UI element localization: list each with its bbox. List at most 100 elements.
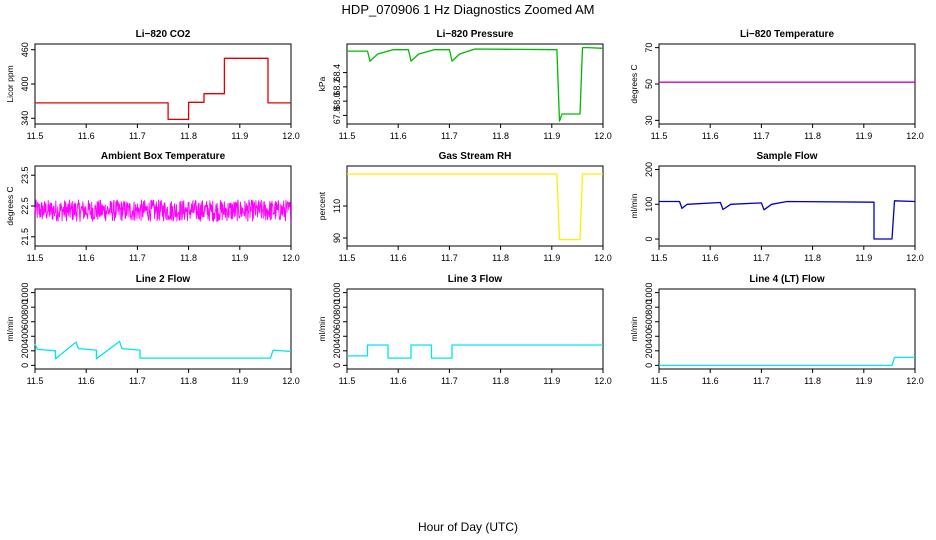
- x-tick-label: 11.8: [804, 253, 821, 263]
- y-tick-label: 0: [20, 363, 30, 368]
- x-tick-label: 11.9: [231, 253, 248, 263]
- y-tick-label: 200: [644, 343, 654, 358]
- x-tick-label: 11.5: [651, 131, 668, 141]
- x-tick-label: 12.0: [282, 131, 300, 141]
- x-tick-label: 12.0: [906, 131, 924, 141]
- y-tick-label: 1000: [332, 283, 342, 303]
- panel-1: Li−820 CO2 11.5 11.6 11.7 11.8 11.9 12.0 340 400…: [5, 29, 300, 141]
- x-tick-label: 11.7: [129, 131, 146, 141]
- y-tick-label: 400: [20, 329, 30, 344]
- x-tick-label: 11.9: [231, 131, 248, 141]
- y-tick-label: 23.5: [20, 166, 30, 184]
- plot-frame: [346, 165, 604, 247]
- panel-6: Sample Flow 11.5 11.6 11.7 11.8 11.9 12.0 0 100 2…: [629, 151, 924, 263]
- panel-title: Ambient Box Temperature: [101, 151, 226, 162]
- panel-title: Li−820 CO2: [136, 29, 191, 40]
- x-tick-label: 12.0: [594, 131, 612, 141]
- y-axis-label: ml/min: [5, 316, 15, 341]
- y-axis-label: degrees C: [629, 64, 639, 103]
- x-tick-label: 12.0: [594, 376, 612, 386]
- x-tick-label: 12.0: [282, 376, 300, 386]
- panel-title: Sample Flow: [756, 151, 817, 162]
- panel-title: Li−820 Temperature: [740, 29, 834, 40]
- y-tick-label: 200: [20, 343, 30, 358]
- x-tick-label: 11.7: [441, 376, 458, 386]
- x-tick-label: 11.6: [390, 376, 407, 386]
- x-tick-label: 11.6: [78, 253, 95, 263]
- x-tick-label: 11.6: [702, 376, 719, 386]
- panel-title: Line 4 (LT) Flow: [749, 274, 825, 285]
- y-tick-label: 70: [644, 43, 654, 53]
- y-tick-label: 800: [20, 300, 30, 315]
- x-tick-label: 11.6: [78, 376, 95, 386]
- y-tick-label: 0: [644, 363, 654, 368]
- x-tick-label: 11.6: [702, 131, 719, 141]
- x-tick-label: 11.8: [804, 376, 821, 386]
- x-tick-label: 11.9: [855, 376, 872, 386]
- y-tick-label: 600: [644, 314, 654, 329]
- x-tick-label: 11.6: [390, 131, 407, 141]
- y-tick-label: 22.5: [20, 197, 30, 215]
- x-tick-label: 11.9: [543, 376, 560, 386]
- panel-4: Ambient Box Temperature 11.5 11.6 11.7 11.8 1…: [5, 151, 300, 263]
- x-tick-label: 12.0: [906, 253, 924, 263]
- x-tick-label: 11.9: [231, 376, 248, 386]
- y-tick-label: 110: [332, 199, 342, 213]
- x-tick-label: 11.7: [441, 253, 458, 263]
- x-tick-label: 11.6: [78, 131, 95, 141]
- x-tick-label: 11.7: [753, 376, 770, 386]
- x-tick-label: 11.6: [702, 253, 719, 263]
- x-tick-label: 11.5: [27, 131, 44, 141]
- y-axis-label: percent: [317, 191, 327, 220]
- x-tick-label: 11.9: [855, 253, 872, 263]
- panel-title: Li−820 Pressure: [437, 29, 514, 40]
- x-tick-label: 11.5: [339, 376, 356, 386]
- y-tick-label: 68.2: [332, 78, 342, 96]
- panel-title: Line 2 Flow: [136, 274, 191, 285]
- x-tick-label: 11.7: [753, 253, 770, 263]
- y-tick-label: 100: [644, 197, 654, 212]
- x-tick-label: 11.8: [180, 253, 197, 263]
- x-tick-label: 11.6: [390, 253, 407, 263]
- x-tick-label: 12.0: [282, 253, 300, 263]
- y-tick-label: 1000: [644, 283, 654, 303]
- y-tick-label: 1000: [20, 283, 30, 303]
- x-tick-label: 11.7: [441, 131, 458, 141]
- x-tick-label: 11.5: [339, 131, 356, 141]
- x-tick-label: 11.8: [492, 376, 509, 386]
- figure-title: HDP_070906 1 Hz Diagnostics Zoomed AM: [342, 2, 595, 17]
- panel-8: Line 3 Flow 11.5 11.6 11.7 11.8 11.9 12.0 0 2004…: [317, 274, 612, 386]
- panel-9: Line 4 (LT) Flow 11.5 11.6 11.7 11.8 11.9 12.0…: [629, 274, 924, 386]
- x-tick-label: 12.0: [594, 253, 612, 263]
- x-tick-label: 11.9: [543, 131, 560, 141]
- plot-frame: [346, 43, 604, 125]
- y-tick-label: 30: [644, 115, 654, 125]
- plot-frame: [34, 43, 292, 125]
- y-axis-label: ml/min: [629, 193, 639, 218]
- x-tick-label: 11.5: [339, 253, 356, 263]
- series-line: [659, 200, 916, 240]
- y-tick-label: 0: [332, 363, 342, 368]
- y-tick-label: 800: [644, 300, 654, 315]
- series-line: [347, 46, 604, 122]
- x-tick-label: 11.5: [651, 376, 668, 386]
- x-tick-label: 11.5: [27, 376, 44, 386]
- x-tick-label: 12.0: [906, 376, 924, 386]
- y-tick-label: 400: [332, 329, 342, 344]
- panel-2: Li−820 Pressure 11.5 11.6 11.7 11.8 11.9 12.0 6…: [317, 29, 612, 141]
- series-line: [34, 199, 292, 222]
- x-tick-label: 11.5: [651, 253, 668, 263]
- y-tick-label: 200: [332, 343, 342, 358]
- plot-frame: [658, 288, 916, 370]
- y-tick-label: 21.5: [20, 228, 30, 246]
- y-tick-label: 200: [644, 162, 654, 177]
- y-tick-label: 68.0: [332, 92, 342, 110]
- plot-frame: [658, 165, 916, 247]
- y-tick-label: 600: [20, 314, 30, 329]
- panel-title: Gas Stream RH: [439, 151, 512, 162]
- x-tick-label: 11.8: [492, 131, 509, 141]
- y-tick-label: 90: [332, 233, 342, 243]
- plot-frame: [346, 288, 604, 370]
- series-line: [659, 356, 915, 367]
